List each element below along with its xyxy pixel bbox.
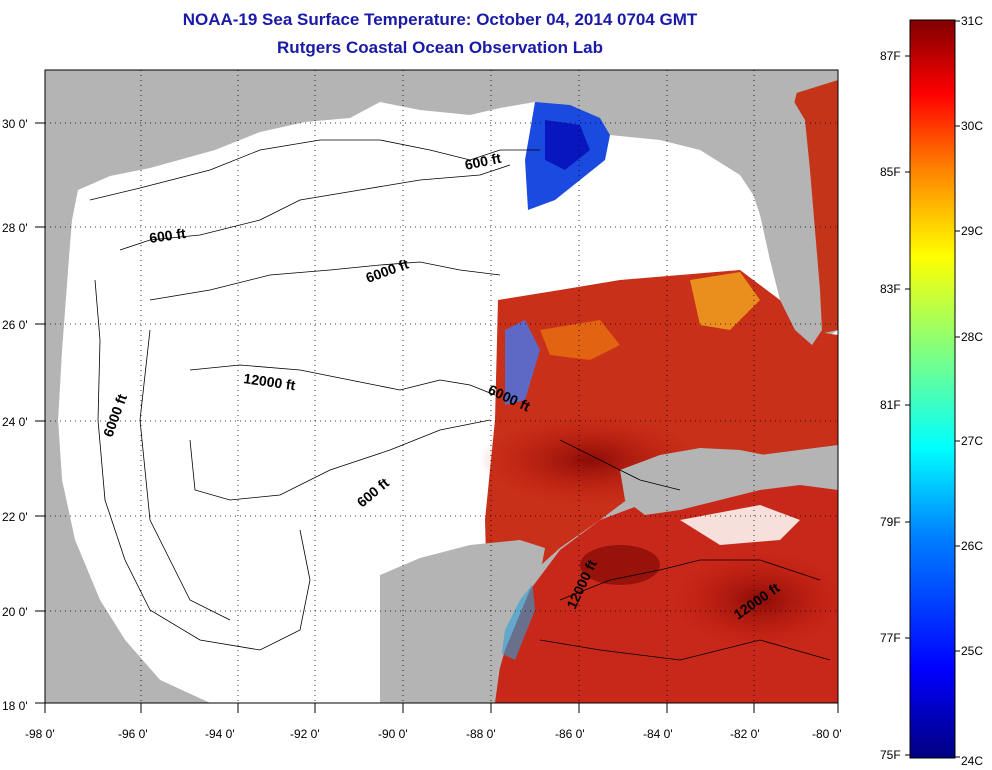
map-subtitle: Rutgers Coastal Ocean Observation Lab [277, 38, 603, 57]
us-coast-land [45, 70, 838, 185]
colorbar-celsius-label: 29C [961, 224, 983, 238]
cloud-patch [680, 505, 800, 545]
colorbar-fahrenheit-label: 81F [880, 398, 901, 412]
colorbar-gradient [909, 19, 956, 759]
y-tick-label: 18 0' [2, 699, 28, 713]
colorbar-fahrenheit-label: 77F [880, 631, 901, 645]
y-tick-label: 24 0' [2, 415, 28, 429]
contour-label-12000ft-central: 12000 ft [243, 370, 297, 393]
colorbar-celsius-label: 31C [961, 14, 983, 28]
graticule [45, 70, 838, 703]
florida-land [740, 95, 822, 345]
colorbar-fahrenheit-label: 83F [880, 282, 901, 296]
x-tick-label: -84 0' [643, 727, 673, 741]
colorbar-celsius-label: 25C [961, 644, 983, 658]
y-axis-labels: 18 0' 20 0' 22 0' 24 0' 26 0' 28 0' 30 0… [2, 117, 28, 713]
y-tick-label: 26 0' [2, 318, 28, 332]
x-tick-label: -88 0' [466, 727, 496, 741]
x-tick-label: -96 0' [118, 727, 148, 741]
sst-swath-main [485, 270, 838, 703]
x-axis-labels: -98 0' -96 0' -94 0' -92 0' -90 0' -88 0… [25, 727, 842, 741]
cool-patch-3 [505, 320, 540, 405]
x-tick-label: -92 0' [290, 727, 320, 741]
yucatan-land [380, 540, 545, 703]
contour-label-600ft-north: 600 ft [463, 150, 502, 173]
colorbar-fahrenheit-label: 85F [880, 165, 901, 179]
colorbar-fahrenheit-label: 79F [880, 515, 901, 529]
colorbar-celsius-label: 27C [961, 434, 983, 448]
map-plot-area: 600 ft 600 ft 6000 ft 6000 ft 12000 ft 6… [45, 70, 838, 703]
colorbar-celsius-label: 26C [961, 539, 983, 553]
axis-ticks [35, 122, 839, 713]
x-tick-label: -90 0' [378, 727, 408, 741]
contour-label-600ft-west: 600 ft [148, 225, 187, 246]
bathymetry-contours [89, 139, 831, 661]
y-tick-label: 20 0' [2, 605, 28, 619]
y-tick-label: 22 0' [2, 510, 28, 524]
colorbar-celsius-label: 28C [961, 330, 983, 344]
mexico-land [45, 185, 210, 703]
colorbar-fahrenheit-label: 87F [880, 49, 901, 63]
cool-patch-1 [690, 272, 760, 330]
y-tick-label: 30 0' [2, 117, 28, 131]
x-tick-label: -80 0' [812, 727, 842, 741]
map-frame [44, 69, 839, 704]
x-tick-label: -98 0' [25, 727, 55, 741]
x-tick-label: -82 0' [730, 727, 760, 741]
gulf-ocean [58, 102, 838, 703]
warm-core-yucatan [580, 545, 660, 585]
colorbar-celsius-label: 30C [961, 119, 983, 133]
x-tick-label: -94 0' [205, 727, 235, 741]
colorbar-fahrenheit-label: 75F [880, 748, 901, 762]
map-title: NOAA-19 Sea Surface Temperature: October… [182, 10, 698, 29]
cool-patch-2 [540, 320, 620, 360]
y-tick-label: 28 0' [2, 221, 28, 235]
x-tick-label: -86 0' [555, 727, 585, 741]
cuba-land [620, 448, 838, 515]
cold-core-ne-gulf [545, 120, 590, 170]
colorbar: 31C 30C 29C 28C 27C 26C 25C 24C 87F 85F … [880, 14, 983, 768]
colorbar-celsius-label: 24C [961, 754, 983, 768]
